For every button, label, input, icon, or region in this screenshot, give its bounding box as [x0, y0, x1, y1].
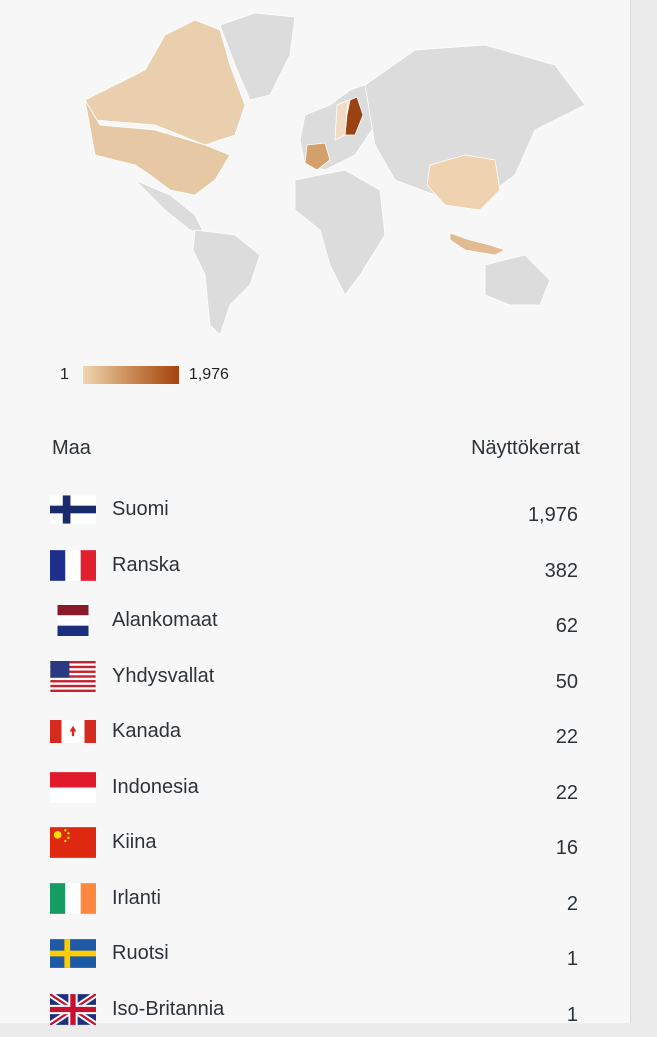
country-name: Iso-Britannia: [112, 998, 224, 1021]
view-count: 1: [567, 1004, 578, 1027]
map-australia: [485, 255, 550, 305]
column-header-country: Maa: [52, 437, 91, 460]
map-africa: [295, 170, 385, 295]
view-count: 16: [556, 837, 578, 860]
column-header-views: Näyttökerrat: [471, 437, 580, 460]
sweden-flag-icon: [50, 938, 96, 969]
country-name: Yhdysvallat: [112, 665, 214, 688]
table-row[interactable]: Ranska 382: [50, 538, 580, 594]
indonesia-flag-icon: [50, 772, 96, 803]
country-name: Ranska: [112, 554, 180, 577]
view-count: 22: [556, 726, 578, 749]
country-name: Kiina: [112, 831, 156, 854]
world-map[interactable]: [55, 5, 590, 340]
china-flag-icon: [50, 827, 96, 858]
ireland-flag-icon: [50, 883, 96, 914]
canada-flag-icon: [50, 716, 96, 747]
country-name: Irlanti: [112, 887, 161, 910]
map-south-america: [193, 230, 260, 335]
table-row[interactable]: Iso-Britannia 1: [50, 982, 580, 1037]
stats-card: 1 1,976 Maa Näyttökerrat Suomi 1,976 Ran…: [0, 0, 631, 1023]
usa-flag-icon: [50, 661, 96, 692]
map-china[interactable]: [427, 155, 500, 210]
view-count: 62: [556, 615, 578, 638]
france-flag-icon: [50, 550, 96, 581]
table-row[interactable]: Yhdysvallat 50: [50, 649, 580, 705]
country-name: Kanada: [112, 720, 181, 743]
view-count: 382: [545, 560, 578, 583]
legend-gradient: [83, 366, 179, 384]
view-count: 22: [556, 782, 578, 805]
country-name: Suomi: [112, 498, 169, 521]
country-name: Indonesia: [112, 776, 199, 799]
country-table: Suomi 1,976 Ranska 382 Alankomaat 62 Yhd…: [50, 482, 580, 1037]
country-name: Alankomaat: [112, 609, 218, 632]
table-row[interactable]: Alankomaat 62: [50, 593, 580, 649]
table-row[interactable]: Irlanti 2: [50, 871, 580, 927]
legend-min: 1: [60, 366, 69, 384]
view-count: 1: [567, 948, 578, 971]
table-row[interactable]: Suomi 1,976: [50, 482, 580, 538]
finland-flag-icon: [50, 494, 96, 525]
view-count: 1,976: [528, 504, 578, 527]
netherlands-flag-icon: [50, 605, 96, 636]
table-row[interactable]: Ruotsi 1: [50, 926, 580, 982]
map-legend: 1 1,976: [60, 366, 229, 384]
view-count: 50: [556, 671, 578, 694]
legend-max: 1,976: [189, 366, 229, 384]
map-indonesia[interactable]: [450, 233, 505, 255]
table-row[interactable]: Kanada 22: [50, 704, 580, 760]
uk-flag-icon: [50, 994, 96, 1025]
country-name: Ruotsi: [112, 942, 169, 965]
table-row[interactable]: Indonesia 22: [50, 760, 580, 816]
view-count: 2: [567, 893, 578, 916]
table-row[interactable]: Kiina 16: [50, 815, 580, 871]
